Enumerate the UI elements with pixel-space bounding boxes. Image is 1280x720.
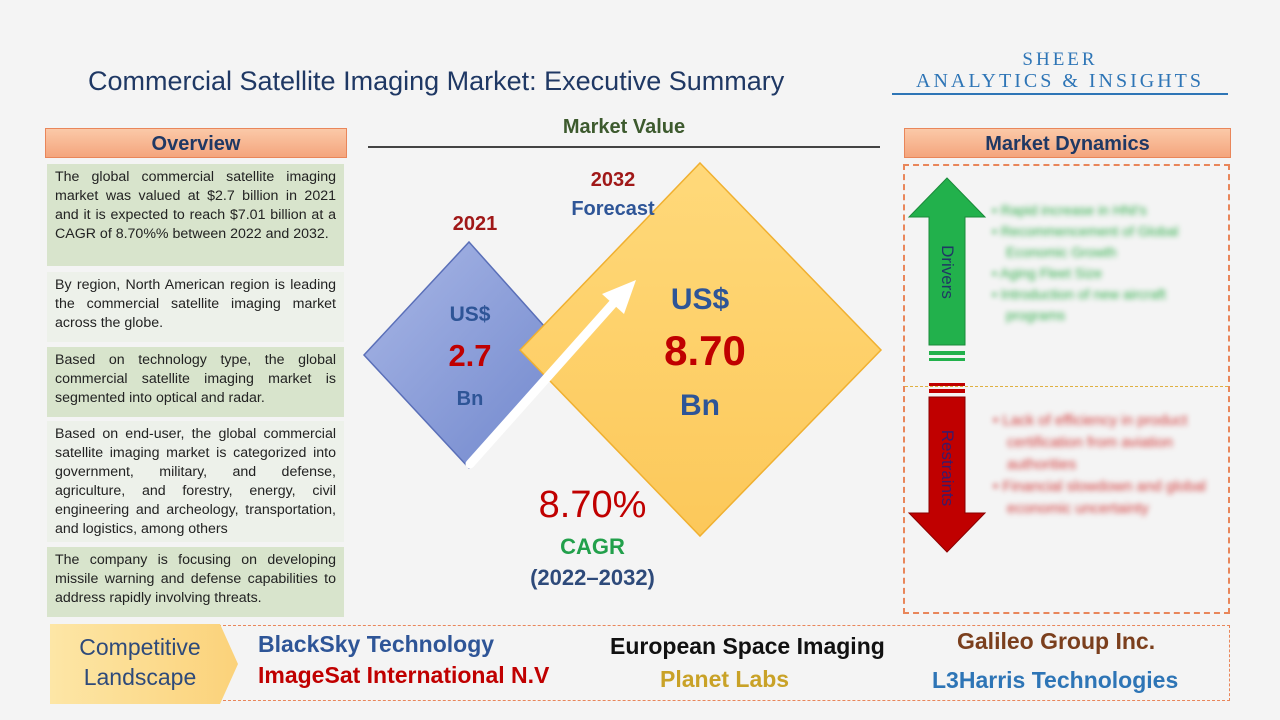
competitive-landscape-label: Competitive Landscape xyxy=(50,632,230,692)
cagr-value: 8.70% xyxy=(538,484,647,526)
value-2032-currency: US$ xyxy=(670,283,730,316)
cagr-period: (2022–2032) xyxy=(530,565,655,590)
market-dynamics-header: Market Dynamics xyxy=(904,128,1231,158)
dynamics-arrows xyxy=(907,177,987,553)
company-l3harris: L3Harris Technologies xyxy=(932,667,1179,693)
overview-paragraph-5: The company is focusing on developing mi… xyxy=(47,547,344,617)
competitive-label-line-1: Competitive xyxy=(79,634,201,660)
overview-paragraph-4: Based on end-user, the global commercial… xyxy=(47,421,344,542)
overview-header: Overview xyxy=(45,128,347,158)
value-2021-currency: US$ xyxy=(449,303,491,326)
driver-item: • Introduction of new aircraft programs xyxy=(992,286,1166,323)
restraint-item: • Financial slowdown and global economic… xyxy=(993,478,1206,517)
restraints-arrow-icon xyxy=(907,383,987,553)
growth-arrow-icon xyxy=(465,280,636,469)
company-blacksky: BlackSky Technology xyxy=(258,631,495,657)
driver-item: • Aging Fleet Size xyxy=(992,265,1102,281)
drivers-list: • Rapid increase in HNI's • Recommenceme… xyxy=(992,200,1217,326)
drivers-label: Drivers xyxy=(938,245,957,299)
company-european-space-imaging: European Space Imaging xyxy=(610,633,885,659)
competitive-landscape-chevron xyxy=(50,624,238,704)
overview-paragraph-1: The global commercial satellite imaging … xyxy=(47,164,344,266)
page-title: Commercial Satellite Imaging Market: Exe… xyxy=(88,66,785,96)
drivers-arrow-icon xyxy=(907,177,987,361)
competitive-label-line-2: Landscape xyxy=(83,664,197,690)
year-2032-label: 2032 xyxy=(590,169,636,191)
diamond-2032 xyxy=(518,161,883,538)
company-galileo-group: Galileo Group Inc. xyxy=(957,628,1156,654)
market-dynamics-frame xyxy=(903,164,1230,614)
restraint-item: • Lack of efficiency in product certific… xyxy=(993,412,1188,473)
market-value-divider xyxy=(368,146,880,148)
company-logo: SHEER ANALYTICS & INSIGHTS xyxy=(890,50,1230,95)
driver-item: • Rapid increase in HNI's xyxy=(992,202,1147,218)
year-2021-label: 2021 xyxy=(452,213,498,235)
restraints-label: Restraints xyxy=(938,429,957,507)
driver-item: • Recommencement of Global Economic Grow… xyxy=(992,223,1179,260)
company-imagesat: ImageSat International N.V xyxy=(258,662,550,688)
logo-underline xyxy=(892,93,1228,95)
value-2021-amount: 2.7 xyxy=(448,338,492,373)
value-2021-unit: Bn xyxy=(456,388,484,410)
forecast-label: Forecast xyxy=(571,198,655,220)
overview-paragraph-2: By region, North American region is lead… xyxy=(47,272,344,342)
value-2032-amount: 8.70 xyxy=(664,327,746,374)
value-2032-unit: Bn xyxy=(680,389,720,422)
cagr-label: CAGR xyxy=(560,534,625,559)
logo-line-1: SHEER xyxy=(1022,49,1098,70)
overview-paragraph-3: Based on technology type, the global com… xyxy=(47,347,344,417)
market-value-header: Market Value xyxy=(562,116,686,138)
market-dynamics-divider xyxy=(905,386,1228,387)
logo-line-2: ANALYTICS & INSIGHTS xyxy=(916,70,1204,92)
restraints-list: • Lack of efficiency in product certific… xyxy=(993,410,1218,520)
company-planet-labs: Planet Labs xyxy=(660,666,790,692)
